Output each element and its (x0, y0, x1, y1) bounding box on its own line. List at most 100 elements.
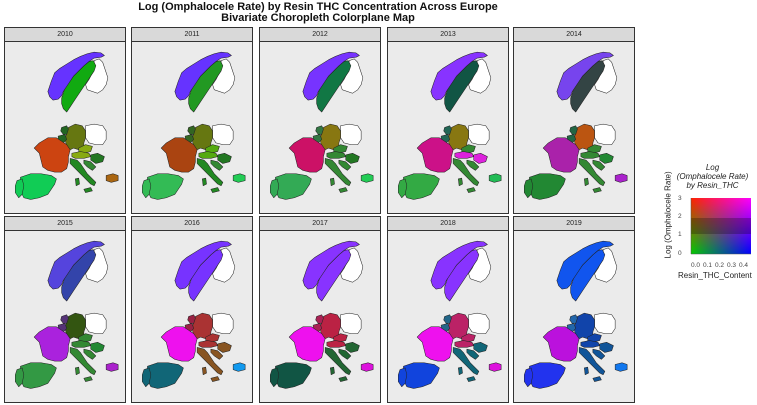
country-spain[interactable] (275, 362, 312, 389)
country-france[interactable] (416, 326, 454, 362)
country-bulgaria[interactable] (360, 362, 374, 372)
country-portugal[interactable] (15, 367, 25, 388)
country-sweden[interactable] (188, 60, 224, 113)
country-italy-sicily[interactable] (210, 187, 220, 193)
country-italy-sardinia[interactable] (202, 177, 207, 187)
country-netherlands[interactable] (315, 125, 324, 135)
country-france[interactable] (160, 137, 198, 173)
country-portugal[interactable] (524, 367, 534, 388)
country-italy[interactable] (578, 158, 606, 187)
country-spain[interactable] (20, 362, 57, 389)
country-spain[interactable] (147, 362, 184, 389)
country-czechia[interactable] (461, 144, 476, 154)
country-france[interactable] (542, 137, 580, 173)
country-sweden[interactable] (188, 249, 224, 302)
country-hungary[interactable] (345, 152, 360, 164)
country-netherlands[interactable] (569, 314, 578, 324)
country-france[interactable] (542, 326, 580, 362)
country-spain[interactable] (529, 173, 566, 200)
country-italy-sardinia[interactable] (330, 366, 335, 376)
country-poland[interactable] (340, 312, 362, 334)
country-portugal[interactable] (270, 178, 280, 199)
country-croatia[interactable] (83, 348, 97, 360)
country-italy[interactable] (452, 347, 480, 376)
country-sweden[interactable] (570, 60, 606, 113)
country-hungary[interactable] (90, 341, 105, 353)
country-czechia[interactable] (587, 333, 602, 343)
country-italy[interactable] (452, 158, 480, 187)
country-italy-sardinia[interactable] (584, 366, 589, 376)
country-bulgaria[interactable] (105, 173, 119, 183)
country-austria[interactable] (454, 340, 474, 348)
country-italy-sardinia[interactable] (330, 177, 335, 187)
country-sweden[interactable] (61, 249, 97, 302)
country-bulgaria[interactable] (232, 173, 246, 183)
country-hungary[interactable] (217, 341, 232, 353)
country-norway[interactable] (174, 51, 232, 101)
country-poland[interactable] (212, 123, 234, 145)
country-italy-sicily[interactable] (338, 376, 348, 382)
country-italy-sardinia[interactable] (75, 366, 80, 376)
country-portugal[interactable] (398, 367, 408, 388)
country-norway[interactable] (302, 240, 360, 290)
country-sweden[interactable] (444, 249, 480, 302)
country-france[interactable] (33, 137, 71, 173)
country-bulgaria[interactable] (232, 362, 246, 372)
country-sweden[interactable] (444, 60, 480, 113)
country-czechia[interactable] (333, 144, 348, 154)
country-norway[interactable] (47, 51, 105, 101)
country-italy-sicily[interactable] (338, 187, 348, 193)
country-austria[interactable] (454, 151, 474, 159)
country-italy-sicily[interactable] (83, 187, 93, 193)
country-netherlands[interactable] (443, 125, 452, 135)
country-italy[interactable] (324, 158, 352, 187)
country-netherlands[interactable] (187, 314, 196, 324)
country-italy-sicily[interactable] (592, 187, 602, 193)
country-croatia[interactable] (466, 348, 480, 360)
country-spain[interactable] (529, 362, 566, 389)
country-bulgaria[interactable] (614, 173, 628, 183)
country-czechia[interactable] (78, 144, 93, 154)
country-bulgaria[interactable] (614, 362, 628, 372)
country-france[interactable] (33, 326, 71, 362)
country-norway[interactable] (302, 51, 360, 101)
country-austria[interactable] (71, 151, 91, 159)
country-hungary[interactable] (345, 341, 360, 353)
country-poland[interactable] (594, 312, 616, 334)
country-poland[interactable] (468, 123, 490, 145)
country-portugal[interactable] (142, 178, 152, 199)
country-poland[interactable] (212, 312, 234, 334)
country-poland[interactable] (468, 312, 490, 334)
country-italy-sardinia[interactable] (75, 177, 80, 187)
country-austria[interactable] (580, 151, 600, 159)
country-france[interactable] (416, 137, 454, 173)
country-sweden[interactable] (316, 249, 352, 302)
country-norway[interactable] (174, 240, 232, 290)
country-poland[interactable] (594, 123, 616, 145)
country-sweden[interactable] (316, 60, 352, 113)
country-spain[interactable] (275, 173, 312, 200)
country-croatia[interactable] (592, 159, 606, 171)
country-italy-sicily[interactable] (592, 376, 602, 382)
country-bulgaria[interactable] (488, 362, 502, 372)
country-italy[interactable] (196, 347, 224, 376)
country-france[interactable] (288, 137, 326, 173)
country-austria[interactable] (326, 151, 346, 159)
country-italy-sardinia[interactable] (584, 177, 589, 187)
country-bulgaria[interactable] (360, 173, 374, 183)
country-czechia[interactable] (78, 333, 93, 343)
country-portugal[interactable] (15, 178, 25, 199)
country-netherlands[interactable] (569, 125, 578, 135)
country-croatia[interactable] (210, 159, 224, 171)
country-croatia[interactable] (338, 159, 352, 171)
country-hungary[interactable] (599, 341, 614, 353)
country-czechia[interactable] (461, 333, 476, 343)
country-czechia[interactable] (587, 144, 602, 154)
country-netherlands[interactable] (315, 314, 324, 324)
country-norway[interactable] (430, 51, 488, 101)
country-italy-sardinia[interactable] (458, 366, 463, 376)
country-poland[interactable] (340, 123, 362, 145)
country-portugal[interactable] (398, 178, 408, 199)
country-croatia[interactable] (210, 348, 224, 360)
country-hungary[interactable] (599, 152, 614, 164)
